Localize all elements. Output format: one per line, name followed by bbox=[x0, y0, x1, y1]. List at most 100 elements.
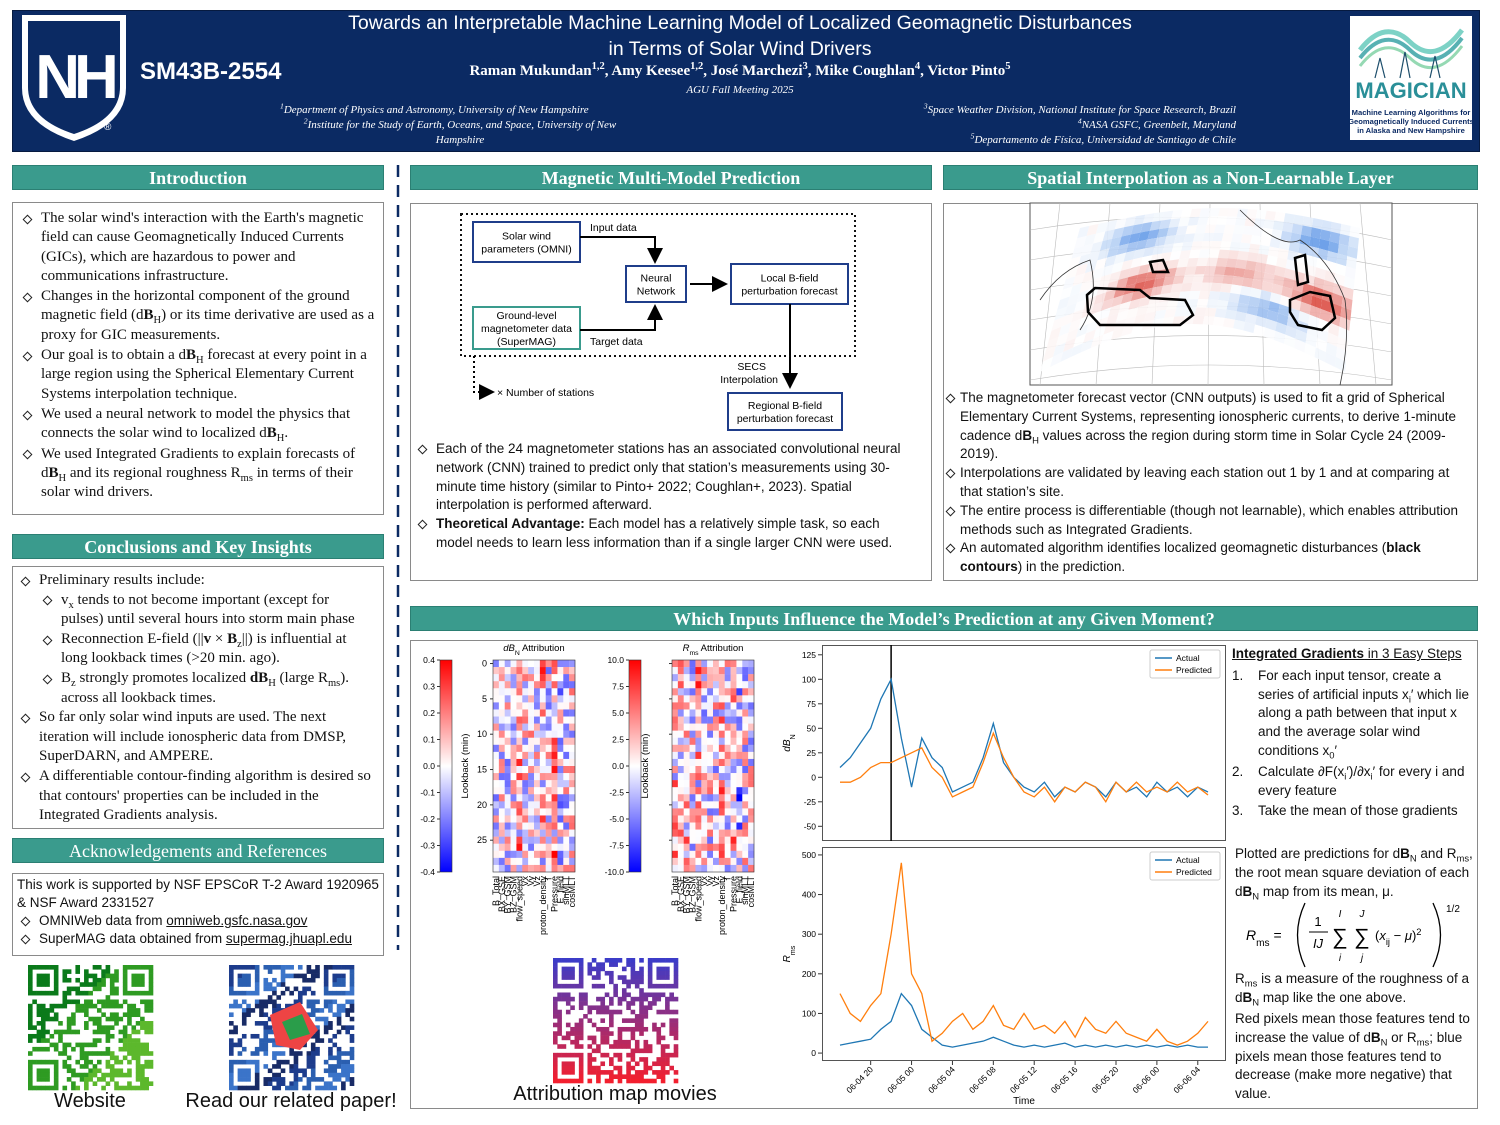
qr-module bbox=[92, 977, 98, 983]
qr-module bbox=[254, 973, 260, 979]
qr-module bbox=[302, 1025, 307, 1030]
text-run: omniweb.gsfc.nasa.gov bbox=[166, 913, 308, 928]
qr-module bbox=[341, 1068, 346, 1074]
qr-module bbox=[28, 1059, 33, 1065]
qr-module bbox=[92, 1051, 98, 1056]
qr-module bbox=[58, 1003, 63, 1009]
text-run: N bbox=[1409, 853, 1417, 865]
qr-module bbox=[267, 986, 273, 992]
qr-module bbox=[53, 1046, 59, 1052]
qr-module bbox=[140, 1068, 145, 1074]
sub-bullet-item: vx tends to not become important (except… bbox=[39, 591, 375, 630]
qr-module bbox=[135, 1046, 141, 1052]
qr-module bbox=[127, 1008, 132, 1013]
qr-module bbox=[237, 1077, 243, 1082]
qr-module bbox=[105, 969, 111, 974]
qr-module bbox=[336, 1046, 342, 1052]
qr-module bbox=[144, 1003, 149, 1009]
qr-module bbox=[293, 1068, 299, 1074]
qr-module bbox=[127, 965, 132, 970]
qr-module bbox=[254, 1068, 260, 1074]
text-run: , Amy Keesee bbox=[604, 63, 691, 79]
qr-module bbox=[233, 990, 238, 996]
qr-module bbox=[79, 1003, 85, 1009]
text-run: z bbox=[237, 638, 242, 650]
qr-module bbox=[289, 1068, 294, 1074]
qr-module bbox=[28, 1008, 33, 1013]
qr-module bbox=[105, 1038, 111, 1043]
qr-module bbox=[263, 1081, 269, 1086]
bullet-item: Changes in the horizontal component of t… bbox=[19, 287, 375, 345]
qr-module bbox=[341, 990, 346, 996]
text-run: We used Integrated Gradients to explain … bbox=[41, 445, 356, 481]
text-run: 4 bbox=[1077, 116, 1082, 126]
qr-module bbox=[306, 1055, 312, 1061]
qr-module bbox=[229, 1051, 234, 1056]
qr-module bbox=[62, 1042, 68, 1048]
qr-module bbox=[246, 965, 251, 970]
qr-module bbox=[40, 1016, 46, 1022]
text-run: The entire process is differentiable (th… bbox=[960, 502, 1459, 537]
qr-module bbox=[148, 1003, 154, 1009]
qr-module bbox=[122, 1012, 128, 1018]
bullet-item: The solar wind's interaction with the Ea… bbox=[19, 209, 375, 286]
qr-module bbox=[272, 1012, 277, 1018]
qr-module bbox=[122, 1042, 128, 1048]
qr-module bbox=[254, 982, 260, 987]
qr-module bbox=[229, 1021, 234, 1026]
ack-box: This work is supported by NSF EPSCoR T-2… bbox=[12, 873, 384, 956]
qr-module bbox=[306, 965, 312, 970]
qr-module bbox=[32, 1046, 37, 1052]
qr-module bbox=[341, 982, 346, 987]
qr-module bbox=[75, 969, 81, 974]
meeting: AGU Fall Meeting 2025 bbox=[686, 84, 794, 96]
qr-module bbox=[237, 1059, 243, 1065]
qr-module bbox=[280, 1081, 286, 1086]
qr-module bbox=[140, 1016, 145, 1022]
qr-module bbox=[79, 1055, 85, 1061]
qr-module bbox=[263, 1021, 269, 1026]
affiliation: 5Departamento de Física, Universidad de … bbox=[860, 132, 1236, 148]
qr-module bbox=[135, 1064, 141, 1069]
qr-module bbox=[336, 1051, 342, 1056]
qr-module bbox=[315, 1008, 320, 1013]
qr-module bbox=[32, 965, 37, 970]
qr-module bbox=[45, 1072, 50, 1078]
qr-module bbox=[289, 973, 294, 979]
text-run: Institute for the Study of Earth, Oceans… bbox=[307, 119, 617, 146]
qr-module bbox=[241, 973, 247, 979]
qr-module bbox=[135, 1055, 141, 1061]
qr-module bbox=[66, 1055, 72, 1061]
qr-module bbox=[272, 1051, 277, 1056]
qr-module bbox=[254, 1072, 260, 1078]
qr-module bbox=[263, 977, 269, 983]
qr-module bbox=[36, 990, 42, 996]
qr-module bbox=[109, 999, 115, 1005]
qr-module bbox=[140, 1042, 145, 1048]
qr-module bbox=[28, 1033, 33, 1039]
qr-module bbox=[328, 1072, 333, 1078]
qr-module bbox=[263, 1051, 269, 1056]
qr-module bbox=[332, 1033, 338, 1039]
qr-module bbox=[280, 1042, 286, 1048]
qr-module bbox=[345, 1068, 350, 1074]
qr-module bbox=[122, 965, 128, 970]
qr-module bbox=[297, 1042, 303, 1048]
qr-module bbox=[122, 1029, 128, 1035]
qr-module bbox=[345, 1072, 350, 1078]
qr-module bbox=[62, 973, 68, 979]
qr-module bbox=[45, 973, 50, 979]
qr-module bbox=[276, 965, 282, 970]
qr-module bbox=[349, 969, 355, 974]
bullet-item: The magnetometer forecast vector (CNN ou… bbox=[945, 389, 1471, 464]
qr-module bbox=[84, 1042, 89, 1048]
text-run: Raman Mukundan bbox=[469, 63, 592, 79]
qr-module bbox=[88, 1072, 93, 1078]
qr-module bbox=[84, 1051, 89, 1056]
text-run: i bbox=[1370, 771, 1373, 783]
qr-module bbox=[79, 1051, 85, 1056]
qr-module bbox=[332, 965, 338, 970]
qr-module bbox=[323, 1021, 329, 1026]
qr-module bbox=[263, 1012, 269, 1018]
